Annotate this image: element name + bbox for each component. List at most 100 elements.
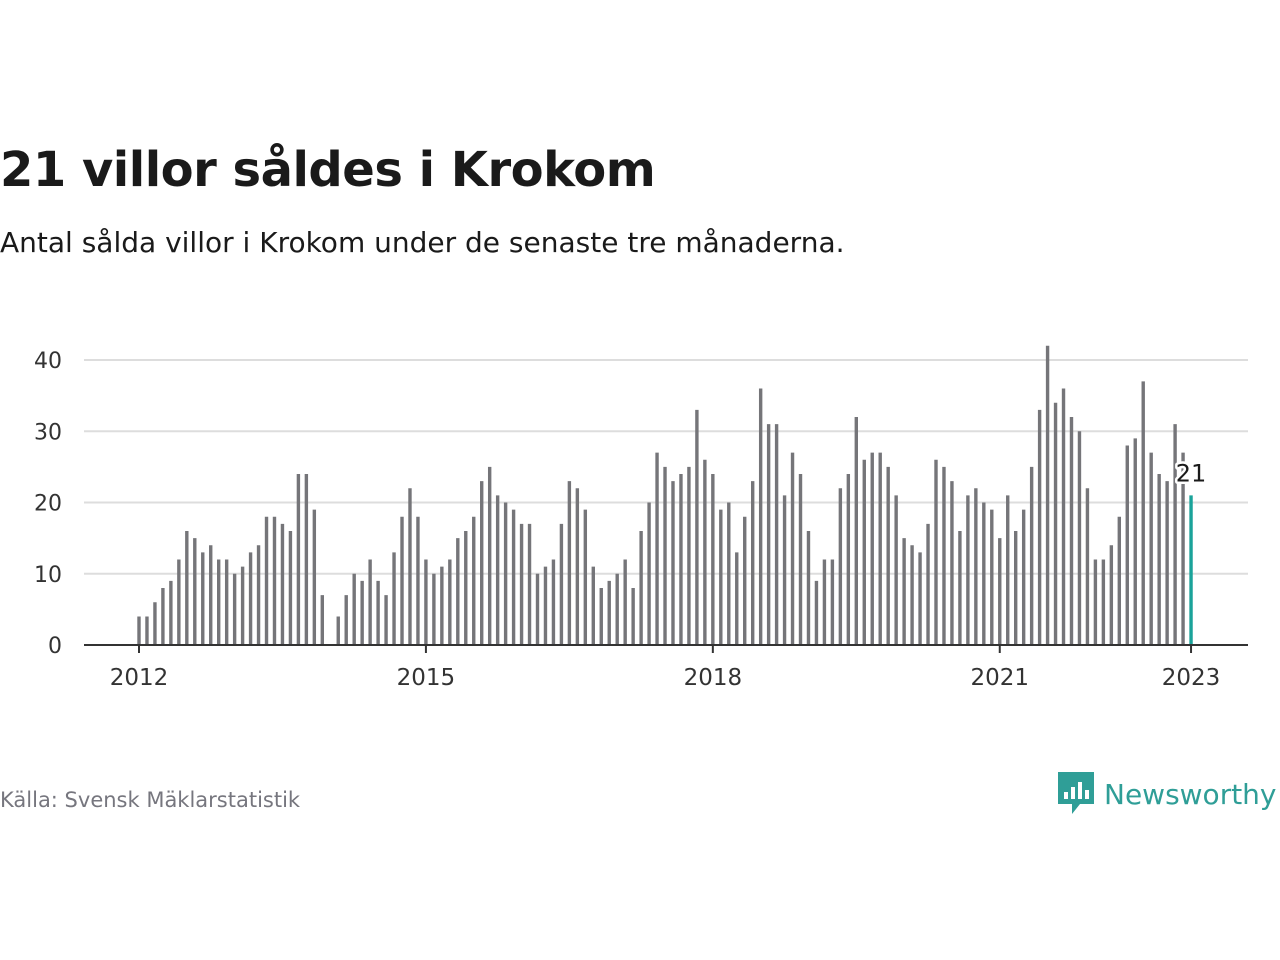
bar [567, 481, 572, 646]
bar [902, 538, 906, 646]
bar [177, 559, 181, 645]
bar [304, 474, 309, 645]
bar [256, 545, 261, 645]
bar [161, 588, 165, 645]
bars [84, 345, 1248, 646]
bar [240, 566, 245, 646]
bar [392, 552, 396, 646]
bar [647, 502, 651, 645]
bar [464, 531, 468, 645]
bar [758, 388, 763, 645]
bar [663, 466, 667, 646]
bar [201, 552, 205, 646]
bar [830, 559, 835, 645]
bar [288, 531, 293, 645]
bar [344, 595, 348, 646]
bar [495, 495, 500, 646]
bar [1133, 438, 1137, 646]
bar [456, 538, 460, 646]
bar [790, 452, 795, 646]
bar [503, 502, 508, 645]
bar [145, 616, 149, 645]
bar [774, 424, 779, 646]
brand-name: Newsworthy [1104, 777, 1277, 811]
bar-chart: 0 10 20 30 40 2012 2015 2018 2021 2023 21 [34, 345, 1248, 691]
bar [1077, 431, 1082, 645]
bar [894, 495, 898, 646]
bar [846, 474, 851, 645]
bar [320, 595, 325, 646]
bar [878, 452, 882, 646]
bar [623, 559, 627, 645]
bar [1101, 559, 1106, 645]
bar [440, 566, 444, 646]
bar [838, 488, 843, 645]
bar [695, 409, 699, 646]
bar [918, 552, 922, 646]
bar [814, 580, 819, 646]
bar [679, 474, 683, 645]
bar [958, 531, 962, 645]
bar [974, 488, 978, 645]
bar [607, 580, 611, 646]
bar [1021, 509, 1026, 646]
bar [583, 509, 588, 646]
bar [472, 516, 476, 645]
bar [432, 573, 436, 645]
bar [862, 459, 866, 645]
bar [137, 616, 141, 645]
bar [280, 523, 285, 646]
y-tick-label: 0 [48, 634, 62, 659]
bar [631, 588, 635, 645]
bar [1149, 452, 1153, 646]
newsworthy-logo-icon [1058, 772, 1094, 814]
bar [424, 559, 428, 645]
bar [854, 417, 858, 645]
bar [934, 459, 938, 645]
bar [1173, 424, 1177, 646]
bar [1014, 531, 1018, 645]
bar [224, 559, 229, 645]
bar [950, 481, 954, 646]
bar [1085, 488, 1090, 645]
bar [185, 531, 189, 645]
bar [376, 580, 380, 646]
bar [193, 538, 197, 646]
bar [1029, 466, 1034, 646]
bar [966, 495, 970, 646]
chart-title: 21 villor såldes i Krokom [0, 142, 656, 198]
bar [639, 531, 643, 645]
bar [1037, 409, 1042, 646]
bar [1165, 481, 1169, 646]
annotations: 21 [1173, 457, 1209, 490]
y-tick-label: 30 [34, 420, 62, 445]
bar [511, 509, 516, 646]
bar [487, 466, 492, 646]
bar [735, 552, 739, 646]
bar [448, 559, 452, 645]
bar [1045, 345, 1050, 645]
bar [990, 509, 994, 646]
bar [655, 452, 659, 646]
bar [671, 481, 675, 646]
bar [1117, 516, 1122, 645]
chart-subtitle: Antal sålda villor i Krokom under de sen… [0, 226, 845, 259]
bar [296, 474, 301, 645]
bar [272, 516, 277, 645]
x-tick-label: 2023 [1162, 665, 1221, 691]
bar [782, 495, 787, 646]
bar [1109, 545, 1114, 645]
bar [886, 466, 890, 646]
bar [551, 559, 556, 645]
bar [998, 538, 1002, 646]
bar [248, 552, 253, 646]
bar [727, 502, 731, 645]
bar [687, 466, 691, 646]
highlight-value-label: 21 [1176, 459, 1207, 487]
bar [1061, 388, 1066, 645]
bar [615, 573, 619, 645]
bar [1053, 402, 1058, 645]
bar-highlight [1189, 495, 1193, 646]
bar [543, 566, 548, 646]
bar [1093, 559, 1098, 645]
